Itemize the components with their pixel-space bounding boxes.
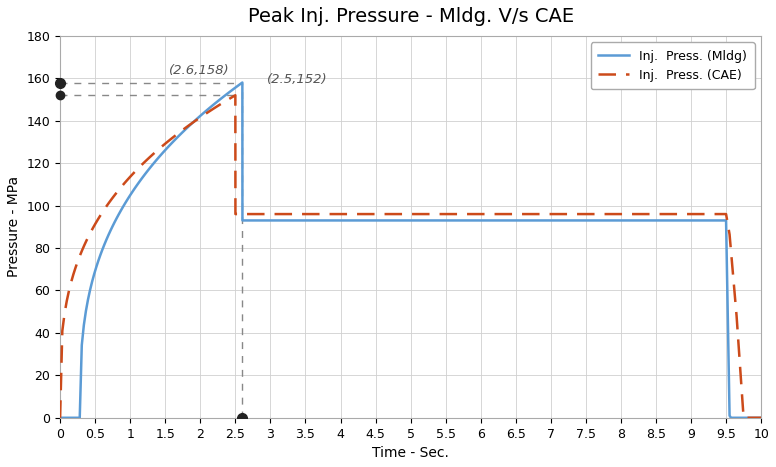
Inj.  Press. (CAE) [215,102,224,107]
Inj.  Press. (CAE) [147,153,156,159]
Line: Inj.  Press. (CAE): Inj. Press. (CAE) [60,95,761,418]
Legend: Inj.  Press. (Mldg), Inj.  Press. (CAE): Inj. Press. (Mldg), Inj. Press. (CAE) [591,42,755,89]
Line: Inj.  Press. (Mldg): Inj. Press. (Mldg) [60,83,761,418]
Inj.  Press. (CAE) [64,288,74,294]
Inj.  Press. (Mldg) [757,415,766,421]
Inj.  Press. (CAE) [75,253,85,258]
Inj.  Press. (Mldg) [100,241,109,247]
Title: Peak Inj. Pressure - Mldg. V/s CAE: Peak Inj. Pressure - Mldg. V/s CAE [248,7,573,26]
Inj.  Press. (CAE) [55,415,64,421]
Inj.  Press. (Mldg) [123,197,132,203]
Text: (2.5,152): (2.5,152) [267,72,327,85]
Inj.  Press. (CAE) [199,112,209,118]
Text: (2.6,158): (2.6,158) [168,64,230,77]
Y-axis label: Pressure - MPa: Pressure - MPa [7,176,21,277]
X-axis label: Time - Sec.: Time - Sec. [372,446,449,460]
Inj.  Press. (CAE) [757,415,766,421]
Inj.  Press. (Mldg) [145,165,154,171]
Inj.  Press. (CAE) [60,311,69,317]
Inj.  Press. (Mldg) [237,80,247,85]
Inj.  Press. (Mldg) [55,415,64,421]
Inj.  Press. (Mldg) [160,149,169,154]
Inj.  Press. (Mldg) [215,97,224,102]
Inj.  Press. (CAE) [230,92,240,98]
Inj.  Press. (Mldg) [110,219,120,225]
